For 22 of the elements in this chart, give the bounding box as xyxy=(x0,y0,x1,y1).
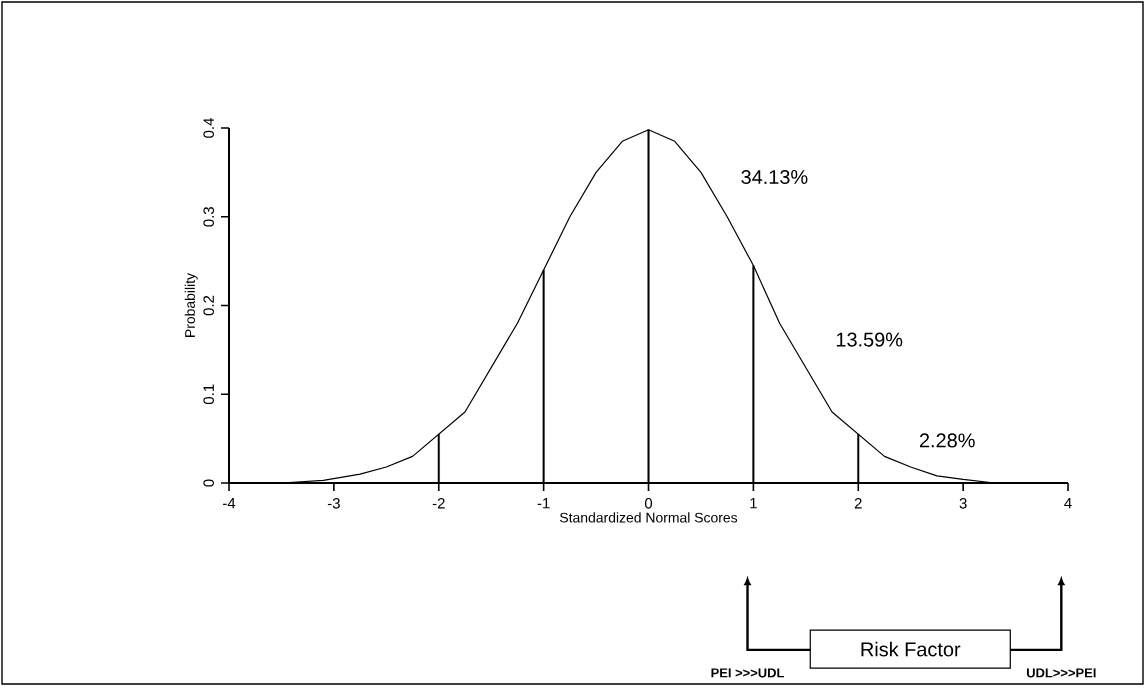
y-tick-label: 0.1 xyxy=(203,384,214,405)
y-tick-label: 0.4 xyxy=(203,118,214,138)
annotation: 2.28% xyxy=(919,433,975,448)
annotation: 34.13% xyxy=(741,169,808,185)
x-tick-label: -1 xyxy=(537,498,550,509)
text: UDL>>>PEI xyxy=(1027,668,1096,678)
text: Risk Factor xyxy=(861,641,961,657)
annotation: 13.59% xyxy=(836,332,903,347)
x-axis-title: Standardized Normal Scores xyxy=(559,512,738,523)
y-tick-label: 0.2 xyxy=(203,295,214,316)
x-tick-label: 3 xyxy=(959,498,967,509)
x-tick-label: 1 xyxy=(750,498,757,509)
x-tick-label: -2 xyxy=(432,498,445,509)
x-tick-label: -3 xyxy=(327,498,340,509)
x-tick-label: 0 xyxy=(644,498,653,509)
y-axis-title: Probability xyxy=(184,272,198,337)
x-tick-label: -4 xyxy=(223,498,236,509)
x-tick-label: 4 xyxy=(1064,498,1072,509)
y-tick-label: 0.3 xyxy=(203,207,214,227)
text: PEI >>>UDL xyxy=(711,668,784,678)
x-tick-label: 2 xyxy=(854,498,862,509)
y-tick-label: 0 xyxy=(203,479,214,487)
